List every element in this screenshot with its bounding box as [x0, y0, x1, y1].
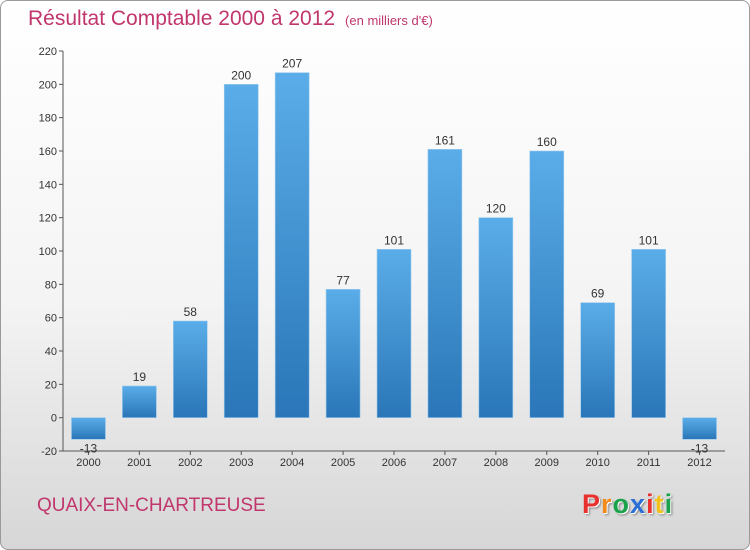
x-tick-label: 2001 — [127, 457, 151, 469]
commune-name: QUAIX-EN-CHARTREUSE — [37, 495, 266, 516]
x-tick-label: 2010 — [585, 457, 609, 469]
data-label: 161 — [435, 133, 455, 147]
data-label: 58 — [184, 305, 198, 319]
value-labels: -13 19 58 200 207 77 101 161 120 160 69 101 -13 — [80, 57, 709, 456]
chart-title: Résultat Comptable 2000 à 2012 (en millie… — [28, 7, 433, 31]
data-label: 101 — [639, 233, 659, 247]
y-tick-label: 160 — [39, 146, 57, 158]
data-label: 160 — [537, 135, 557, 149]
bar — [274, 72, 310, 418]
y-tick-label: 140 — [39, 179, 57, 191]
x-tick-label: 2008 — [484, 457, 508, 469]
bar — [478, 217, 514, 418]
bar — [325, 289, 361, 418]
y-tick-label: 220 — [39, 46, 57, 58]
bars — [71, 72, 717, 440]
bar — [223, 84, 259, 418]
data-label: 19 — [133, 370, 147, 384]
bar — [682, 417, 717, 440]
bar — [71, 417, 106, 440]
chart-title-text: Résultat Comptable 2000 à 2012 — [28, 7, 336, 30]
logo-letter: o — [612, 489, 631, 519]
logo-letter: i — [664, 489, 674, 519]
x-tick-label: 2004 — [280, 457, 304, 469]
logo-letter: x — [630, 489, 647, 519]
data-label: 120 — [486, 202, 506, 216]
chart-subtitle: (en milliers d'€) — [345, 13, 433, 28]
logo-letter: P — [582, 489, 602, 519]
bar — [631, 249, 666, 418]
proxiti-logo: Proxiti — [582, 489, 673, 520]
data-label: 101 — [384, 233, 404, 247]
y-tick-label: 20 — [45, 379, 57, 391]
data-label: 207 — [282, 57, 302, 71]
bar — [122, 385, 157, 418]
x-tick-label: 2006 — [382, 457, 406, 469]
bar — [173, 320, 208, 418]
y-tick-label: -20 — [41, 446, 57, 458]
data-label: 69 — [591, 287, 605, 301]
x-tick-label: 2011 — [637, 457, 661, 469]
bar — [376, 249, 412, 418]
logo-letter: r — [601, 489, 613, 519]
y-tick-label: 40 — [45, 346, 57, 358]
y-tick-label: 120 — [39, 213, 57, 225]
y-tick-label: 80 — [45, 279, 57, 291]
logo-letter: t — [654, 489, 665, 519]
logo-letter: i — [646, 489, 655, 519]
data-label: 200 — [231, 68, 251, 82]
x-tick-label: 2002 — [178, 457, 202, 469]
x-tick-label: 2007 — [433, 457, 457, 469]
data-label: -13 — [691, 441, 709, 455]
data-label: 77 — [336, 273, 350, 287]
y-tick-label: 60 — [45, 313, 57, 325]
x-tick-label: 2009 — [535, 457, 559, 469]
bar — [529, 150, 565, 418]
bar — [427, 149, 463, 418]
x-tick-label: 2003 — [229, 457, 253, 469]
bar — [580, 302, 615, 418]
x-tick-label: 2012 — [687, 457, 711, 469]
x-tick-label: 2005 — [331, 457, 355, 469]
axes: -20 0 20 40 60 80 100 120 140 160 180 200 220 2000 200… — [39, 46, 725, 469]
y-tick-label: 0 — [51, 413, 57, 425]
data-label: -13 — [80, 441, 98, 455]
y-tick-label: 100 — [39, 246, 57, 258]
y-tick-label: 200 — [39, 79, 57, 91]
y-tick-label: 180 — [39, 113, 57, 125]
x-tick-label: 2000 — [76, 457, 100, 469]
